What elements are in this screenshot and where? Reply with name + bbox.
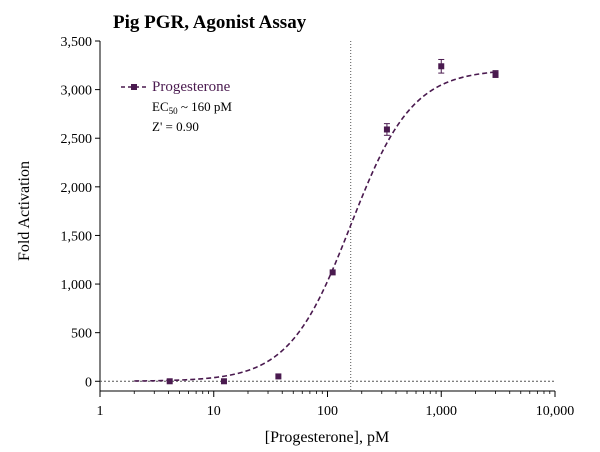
ec50-subscript: 50 [169, 106, 179, 116]
y-tick-label: 0 [85, 375, 92, 390]
zprime-annotation: Z' = 0.90 [152, 119, 199, 134]
data-point [275, 373, 282, 380]
ec50-annotation: EC50 ~ 160 pM [152, 99, 232, 116]
x-axis-label: [Progesterone], pM [265, 429, 389, 446]
data-points-layer [166, 58, 499, 385]
data-point [166, 378, 173, 385]
y-tick-label: 1,000 [61, 278, 93, 293]
y-tick-label: 500 [71, 327, 92, 342]
y-axis-label: Fold Activation [16, 161, 33, 261]
x-tick-label: 10 [207, 404, 221, 419]
legend-marker [131, 84, 137, 90]
y-tick-label: 3,500 [61, 35, 93, 50]
data-point [220, 378, 227, 385]
data-point [383, 126, 390, 133]
x-tick-label: 1,000 [426, 404, 458, 419]
fit-curve-layer [134, 71, 496, 382]
y-tick-label: 2,500 [61, 132, 93, 147]
data-point [329, 269, 336, 276]
legend-label: Progesterone [152, 79, 231, 95]
data-point [492, 71, 499, 78]
fit-curve [134, 71, 496, 382]
legend: Progesterone EC50 ~ 160 pM Z' = 0.90 [121, 79, 232, 134]
reference-lines [100, 41, 555, 391]
y-tick-label: 3,000 [61, 84, 93, 99]
x-tick-label: 1 [97, 404, 104, 419]
axes: 0 500 1,000 1,500 2,000 2,500 3,000 3,500 1 10 100… [61, 35, 575, 419]
data-point [438, 63, 445, 70]
x-tick-label: 10,000 [536, 404, 575, 419]
y-tick-label: 1,500 [61, 229, 93, 244]
x-tick-label: 100 [317, 404, 338, 419]
y-tick-label: 2,000 [61, 181, 93, 196]
chart-title: Pig PGR, Agonist Assay [113, 12, 307, 33]
